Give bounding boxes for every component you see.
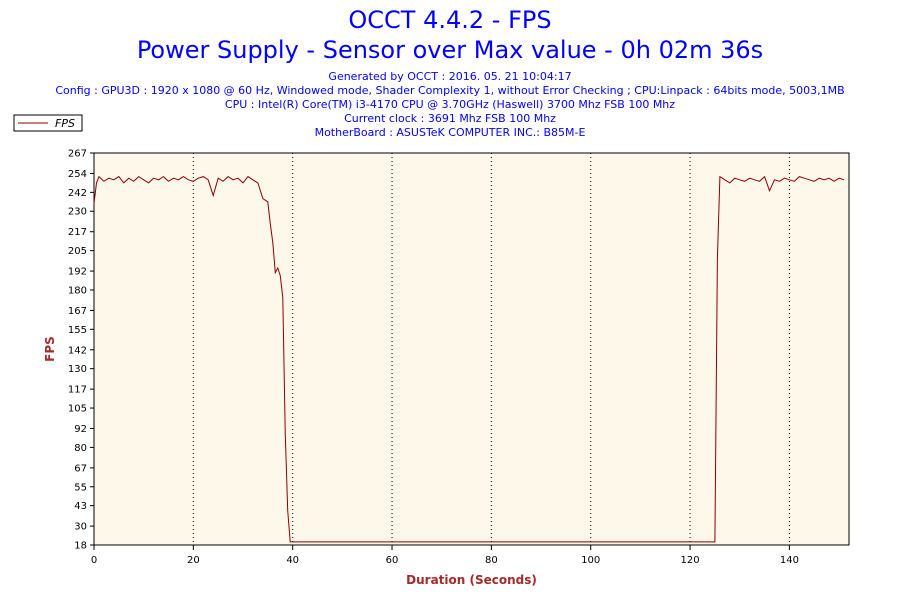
y-tick-label-217: 217 xyxy=(68,227,87,238)
x-tick-label-40: 40 xyxy=(286,555,299,566)
y-tick-label-205: 205 xyxy=(68,246,87,257)
y-axis-label: FPS xyxy=(43,336,57,362)
y-tick-label-30: 30 xyxy=(74,522,87,533)
y-tick-label-180: 180 xyxy=(68,285,87,296)
y-tick-label-130: 130 xyxy=(68,364,87,375)
x-tick-label-120: 120 xyxy=(681,555,700,566)
x-tick-label-140: 140 xyxy=(780,555,799,566)
y-tick-label-18: 18 xyxy=(74,541,87,552)
y-tick-label-192: 192 xyxy=(68,267,87,278)
x-axis-label: Duration (Seconds) xyxy=(406,573,537,587)
y-tick-label-254: 254 xyxy=(68,169,87,180)
y-tick-label-117: 117 xyxy=(68,385,87,396)
legend: FPS xyxy=(13,114,83,132)
x-tick-label-0: 0 xyxy=(91,555,97,566)
y-tick-label-55: 55 xyxy=(74,482,87,493)
y-tick-label-142: 142 xyxy=(68,345,87,356)
y-tick-label-230: 230 xyxy=(68,207,87,218)
plot-frame xyxy=(93,152,850,546)
series-line-fps xyxy=(93,175,845,543)
y-tick-label-80: 80 xyxy=(74,443,87,454)
y-tick-label-267: 267 xyxy=(68,149,87,160)
legend-label: FPS xyxy=(55,117,75,130)
plot-area xyxy=(94,153,849,545)
x-tick-label-20: 20 xyxy=(187,555,200,566)
y-tick-label-67: 67 xyxy=(74,463,87,474)
x-tick-label-100: 100 xyxy=(581,555,600,566)
y-tick-label-242: 242 xyxy=(68,188,87,199)
chart-subtitle: Power Supply - Sensor over Max value - 0… xyxy=(136,36,764,64)
cpu-info: CPU : Intel(R) Core(TM) i3-4170 CPU @ 3.… xyxy=(224,98,676,111)
y-tick-label-43: 43 xyxy=(74,501,87,512)
generated-info: Generated by OCCT : 2016. 05. 21 10:04:1… xyxy=(328,70,572,83)
x-tick-label-80: 80 xyxy=(485,555,498,566)
y-tick-label-155: 155 xyxy=(68,325,87,336)
motherboard-info: MotherBoard : ASUSTeK COMPUTER INC.: B85… xyxy=(314,126,586,139)
y-tick-label-105: 105 xyxy=(68,404,87,415)
x-tick-label-60: 60 xyxy=(386,555,399,566)
chart-title: OCCT 4.4.2 - FPS xyxy=(348,6,552,34)
config-info: Config : GPU3D : 1920 x 1080 @ 60 Hz, Wi… xyxy=(55,84,845,97)
clock-info: Current clock : 3691 Mhz FSB 100 Mhz xyxy=(344,112,556,125)
y-tick-label-167: 167 xyxy=(68,306,87,317)
y-tick-label-92: 92 xyxy=(74,424,87,435)
